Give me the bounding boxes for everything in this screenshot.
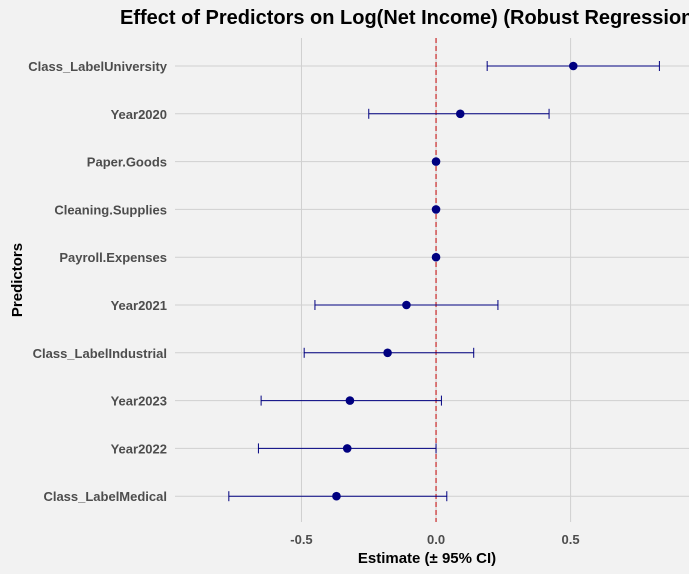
y-tick-label: Cleaning.Supplies: [54, 202, 167, 217]
estimate-point: [345, 396, 355, 405]
y-tick-label: Payroll.Expenses: [59, 250, 167, 265]
errorbar-layer: [228, 61, 660, 502]
estimate-point: [383, 348, 392, 358]
y-tick-label: Class_LabelIndustrial: [33, 346, 167, 361]
estimate-point: [431, 252, 441, 262]
chart-title: Effect of Predictors on Log(Net Income) …: [120, 7, 689, 29]
y-tick-label: Class_LabelMedical: [43, 489, 167, 504]
estimate-point: [332, 491, 341, 501]
x-axis-title: Estimate (± 95% CI): [358, 550, 496, 567]
x-tick-label: -0.5: [290, 532, 312, 547]
y-tick-labels: Class_LabelUniversity Year2020 Paper.Goods…: [28, 59, 168, 504]
grid-layer: [175, 38, 689, 522]
estimate-point: [402, 300, 411, 310]
estimate-point: [568, 61, 578, 71]
x-tick-label: 0.0: [427, 532, 445, 547]
y-tick-label: Class_LabelUniversity: [28, 59, 168, 74]
y-tick-label: Year2020: [111, 107, 167, 122]
y-tick-label: Year2023: [111, 394, 167, 409]
y-axis-title: Predictors: [9, 243, 26, 317]
x-tick-labels: -0.5 0.0 0.5: [290, 532, 579, 547]
y-tick-label: Year2022: [111, 441, 167, 456]
estimate-point: [431, 157, 441, 166]
y-tick-label: Year2021: [111, 298, 167, 313]
estimate-point: [342, 444, 352, 453]
x-tick-label: 0.5: [562, 532, 580, 547]
points-layer: [332, 61, 578, 501]
estimate-point: [455, 109, 465, 119]
y-tick-label: Paper.Goods: [87, 155, 167, 170]
estimate-point: [431, 205, 441, 214]
